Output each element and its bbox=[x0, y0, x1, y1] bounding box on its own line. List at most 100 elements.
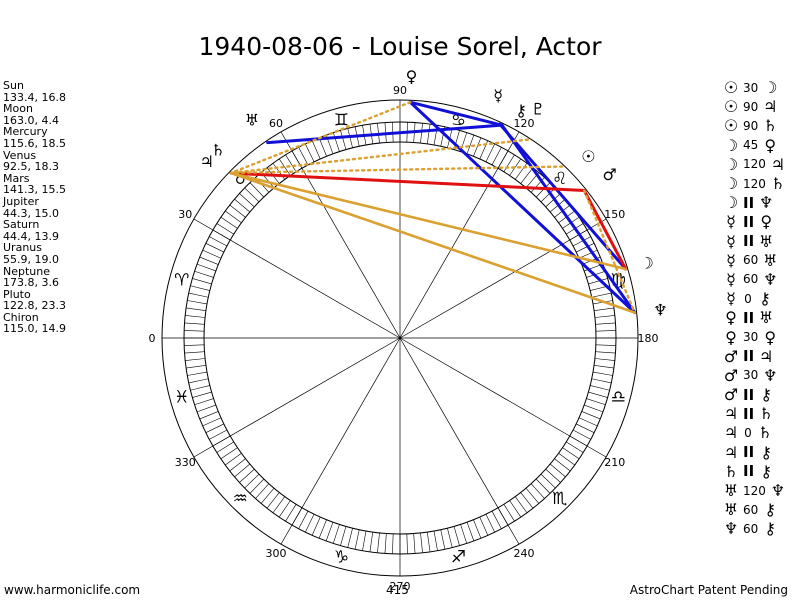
chart-id: 415 bbox=[386, 583, 409, 597]
degree-tick bbox=[185, 358, 206, 361]
aspect-type: 30 bbox=[743, 368, 759, 383]
sign-division-line bbox=[399, 131, 520, 339]
aspect-planet-1: ☉ bbox=[723, 116, 739, 136]
aquarius-icon: ♒ bbox=[233, 489, 248, 509]
aspect-planet-1: ☿ bbox=[726, 212, 736, 232]
aspect-planet-1: ☽ bbox=[723, 135, 739, 155]
degree-tick bbox=[311, 516, 321, 536]
aspect-row: ♃ II ♄ bbox=[723, 404, 799, 423]
degree-tick bbox=[260, 487, 275, 504]
aspect-planet-2: ♆ bbox=[770, 481, 786, 501]
jupiter-icon: ♃ bbox=[200, 152, 214, 171]
degree-tick bbox=[520, 167, 534, 184]
degree-tick bbox=[440, 529, 446, 550]
aspect-row: ♅ 60 ⚷ bbox=[723, 500, 799, 519]
aspect-line-mercury-venus bbox=[408, 100, 504, 127]
planet-coords-pluto: 122.8, 23.3 bbox=[3, 299, 66, 313]
degree-tick bbox=[453, 130, 460, 150]
planet-name-uranus: Uranus bbox=[3, 241, 42, 255]
sign-division-line bbox=[280, 337, 401, 545]
degree-tick bbox=[413, 533, 416, 554]
degree-label: 210 bbox=[604, 456, 625, 469]
degree-tick bbox=[194, 398, 214, 406]
degree-tick bbox=[285, 504, 297, 522]
degree-tick bbox=[588, 278, 608, 285]
planet-coords-sun: 133.4, 16.8 bbox=[3, 90, 66, 104]
aspect-planet-1: ♃ bbox=[723, 404, 739, 424]
degree-tick bbox=[311, 140, 321, 160]
aspect-planet-1: ☿ bbox=[726, 250, 736, 270]
planet-coords-chiron: 115.0, 14.9 bbox=[3, 322, 66, 336]
pisces-icon: ♓ bbox=[174, 387, 189, 407]
aspect-planet-2: ♃ bbox=[759, 346, 774, 366]
aspect-line-sun-saturn bbox=[230, 165, 564, 175]
aspect-planet-1: ☽ bbox=[723, 174, 739, 194]
sign-division-line bbox=[399, 337, 607, 458]
aspect-planet-2: ⚷ bbox=[760, 385, 773, 405]
aspect-row: ☿ 60 ♅ bbox=[723, 251, 799, 270]
aspect-planet-1: ♂ bbox=[723, 365, 739, 385]
degree-tick bbox=[239, 468, 255, 483]
aspect-type: II bbox=[743, 347, 755, 366]
degree-tick bbox=[192, 391, 212, 398]
degree-tick bbox=[239, 193, 255, 208]
degree-tick bbox=[244, 473, 260, 489]
degree-tick bbox=[332, 524, 340, 544]
degree-tick bbox=[578, 249, 598, 259]
degree-tick bbox=[572, 236, 591, 247]
aspect-line-mercury-neptune bbox=[500, 123, 637, 315]
leo-icon: ♌ bbox=[552, 169, 567, 189]
aspect-planet-1: ♂ bbox=[723, 346, 739, 366]
degree-tick bbox=[278, 158, 291, 176]
degree-tick bbox=[460, 524, 468, 544]
planet-coords-neptune: 173.8, 3.6 bbox=[3, 276, 59, 290]
aspect-line-chiron-moon bbox=[498, 122, 628, 271]
planet-coords-mars: 141.3, 15.5 bbox=[3, 183, 66, 197]
pluto-icon: ♇ bbox=[531, 99, 545, 118]
aspect-row: ☽ 120 ♄ bbox=[723, 174, 799, 193]
degree-label: 330 bbox=[175, 456, 196, 469]
degree-tick bbox=[584, 404, 604, 413]
aspect-planet-1: ♂ bbox=[723, 385, 739, 405]
degree-label: 180 bbox=[638, 332, 659, 345]
degree-tick bbox=[530, 483, 545, 499]
planet-name-neptune: Neptune bbox=[3, 264, 51, 278]
aspect-row: ☉ 90 ♄ bbox=[723, 116, 799, 135]
scorpio-icon: ♏ bbox=[552, 489, 567, 509]
degree-tick bbox=[594, 307, 614, 312]
degree-tick bbox=[473, 137, 482, 157]
mercury-icon: ☿ bbox=[493, 86, 503, 105]
aspect-row: ☿ II ♀ bbox=[723, 212, 799, 231]
aspect-line-mercury-uranus bbox=[266, 123, 504, 145]
planet-name-mercury: Mercury bbox=[3, 125, 48, 139]
aspect-planet-2: ♆ bbox=[763, 365, 778, 385]
degree-tick bbox=[540, 473, 556, 489]
aspect-planet-2: ♆ bbox=[759, 193, 774, 213]
mars-icon: ♂ bbox=[602, 165, 616, 184]
aspect-row: ☿ 0 ⚷ bbox=[723, 289, 799, 308]
degree-tick bbox=[184, 322, 205, 325]
degree-tick bbox=[318, 137, 327, 157]
aspect-line-venus-saturn bbox=[230, 101, 412, 175]
planet-coords-moon: 163.0, 4.4 bbox=[3, 113, 59, 127]
degree-tick bbox=[347, 528, 353, 548]
aspect-row: ♂ II ♃ bbox=[723, 347, 799, 366]
gemini-icon: ♊ bbox=[334, 111, 349, 131]
planet-coords-uranus: 55.9, 19.0 bbox=[3, 252, 59, 266]
aspect-planet-2: ♅ bbox=[759, 308, 774, 328]
aspect-row: ♃ 0 ♄ bbox=[723, 423, 799, 442]
planet-coords-saturn: 44.4, 13.9 bbox=[3, 229, 59, 243]
degree-tick bbox=[255, 483, 270, 499]
aspect-type: 90 bbox=[743, 99, 759, 114]
degree-tick bbox=[318, 519, 327, 539]
planet-name-venus: Venus bbox=[3, 148, 37, 162]
aspect-line-neptune-jupiter bbox=[229, 171, 636, 314]
degree-tick bbox=[578, 417, 598, 427]
planet-coords-venus: 92.5, 18.3 bbox=[3, 160, 59, 174]
website-link[interactable]: www.harmoniclife.com bbox=[4, 583, 141, 597]
degree-tick bbox=[572, 429, 591, 440]
degree-tick bbox=[433, 530, 438, 551]
aspect-type: 120 bbox=[743, 483, 766, 498]
degree-tick bbox=[554, 458, 571, 472]
degree-label: 60 bbox=[269, 117, 283, 130]
